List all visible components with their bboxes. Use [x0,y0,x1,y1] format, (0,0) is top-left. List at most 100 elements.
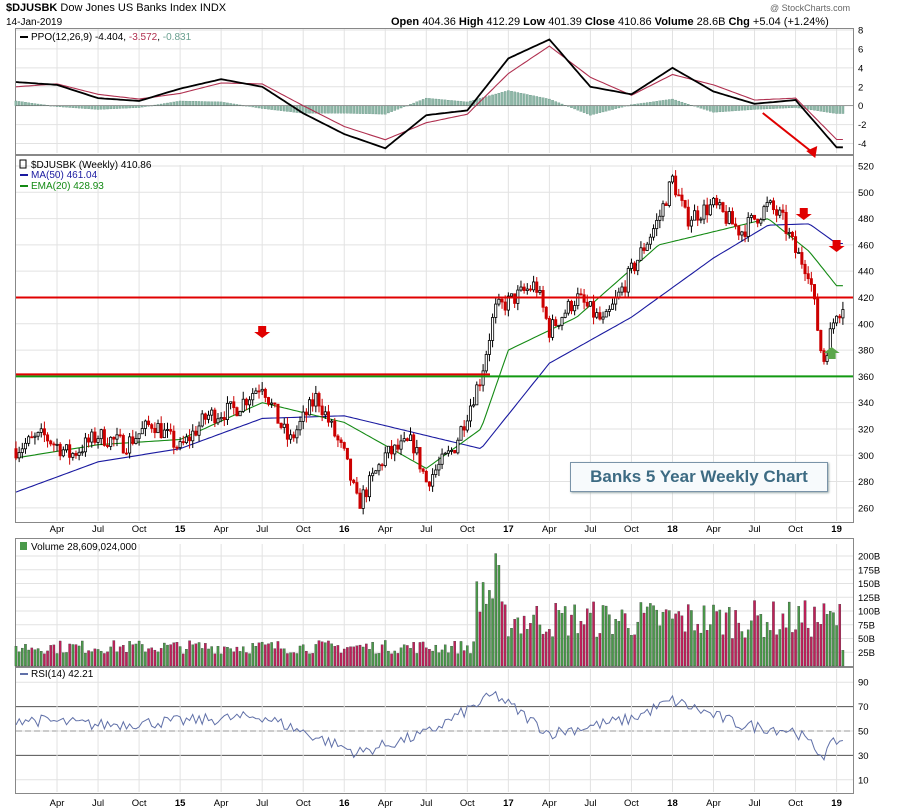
candle-body [465,420,469,431]
ppo-hist-bar [491,94,494,106]
volume-bar [494,553,497,667]
volume-bar [74,644,78,667]
price-candle [377,462,381,476]
price-candle [560,316,564,331]
volume-bar [358,644,362,667]
candle-body [147,420,151,426]
volume-bar [645,606,649,667]
volume-bar [62,652,65,667]
ppo-hist-bar [175,101,179,106]
candle-body [787,231,791,234]
price-candle [424,469,428,483]
price-candle [557,324,561,330]
candle-body [308,399,312,416]
volume-bar [254,646,258,667]
candle-body [408,434,413,441]
candle-body [532,281,536,291]
candle-body [402,438,406,442]
volume-bar [544,631,548,667]
ppo-hist-bar [775,105,778,109]
ppo-hist-bar [279,105,283,111]
price-candle [677,188,681,197]
price-candle [178,437,182,451]
price-candle [219,412,223,423]
ppo-hist-bar [709,105,712,112]
price-candle [746,212,750,242]
price-candle [23,437,27,454]
ppo-hist-bar [81,105,84,109]
x-tick-label: 18 [667,798,678,809]
candle-body [655,219,659,230]
candle-body [219,416,223,420]
price-candle [434,464,438,478]
volume-bar [510,628,513,667]
candle-body [737,225,741,236]
price-candle [415,439,419,456]
ppo-hist-bar [169,102,172,106]
ppo-hist-bar [715,105,718,113]
candle-body [390,445,394,455]
volume-bar [728,607,731,667]
ppo-panel [15,28,854,155]
open-value: 404.36 [422,16,456,28]
price-candle [642,242,646,254]
price-candle [450,447,454,455]
candle-body [175,446,179,449]
volume-bar [737,622,741,667]
ppo-hist-bar [548,98,551,106]
volume-bar [279,648,283,667]
x-tick-label: Jul [748,798,760,809]
price-candle [216,413,220,426]
price-candle [667,181,671,208]
price-candle [737,225,741,241]
volume-bar [49,645,52,667]
volume-bar [380,644,384,667]
price-candle [128,433,132,459]
price-candle [64,444,69,453]
volume-bar [55,653,59,667]
volume-bar [191,644,195,667]
volume-bar [825,614,829,667]
candle-body [257,390,261,393]
candle-body [23,442,27,450]
price-candle [579,288,583,296]
volume-bar [570,614,573,667]
volume-bar [27,649,30,667]
x-tick-label: Oct [788,798,803,809]
volume-bar [661,612,665,667]
volume-bar [690,610,693,667]
x-tick-label: Apr [378,524,393,535]
volume-bar [21,647,24,667]
candle-body [683,200,687,208]
price-candle [282,418,286,434]
price-candle [658,209,662,229]
price-candle [544,305,548,321]
ppo-hist-bar [229,103,232,106]
price-candle [705,197,709,223]
price-candle [513,293,517,308]
rsi-legend: RSI(14) 42.21 [20,669,94,680]
candle-body [207,414,211,420]
x-tick-label: Oct [788,524,803,535]
volume-bar [118,646,122,667]
price-candle [683,199,687,209]
ppo-hist-bar [822,105,826,112]
candle-body [421,468,425,472]
ppo-hist-bar [421,99,425,106]
svg-text:Volume 28,609,024,000: Volume 28,609,024,000 [31,542,137,553]
volume-bar [317,640,321,667]
price-candle [203,412,207,425]
volume-bar [475,581,479,667]
candle-body [838,315,842,319]
volume-bar [172,642,176,667]
candle-body [216,418,220,424]
ppo-hist-bar [582,105,586,113]
price-candle [588,301,592,307]
svg-text:$DJUSBK (Weekly) 410.86: $DJUSBK (Weekly) 410.86 [31,160,152,171]
volume-bar [298,645,302,667]
volume-bar [216,646,220,667]
volume-bar [491,598,494,667]
ppo-hist-bar [320,105,324,114]
ma50-line [15,223,843,493]
price-candle [229,401,233,410]
